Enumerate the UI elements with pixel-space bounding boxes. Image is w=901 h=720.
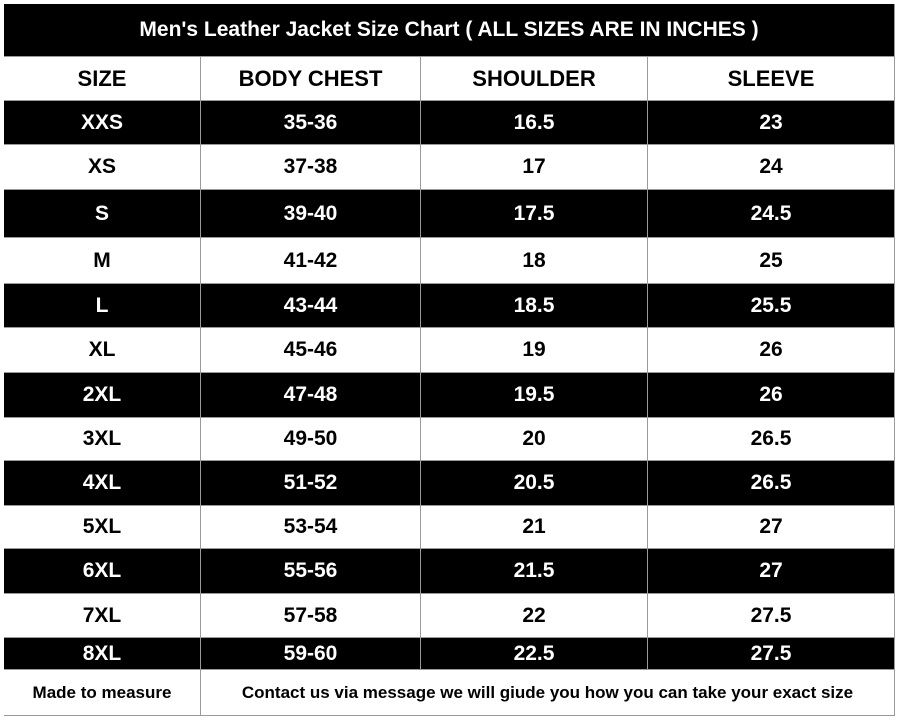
measure-cell: 25.5 bbox=[648, 284, 895, 328]
measure-cell: 51-52 bbox=[201, 461, 421, 506]
measure-cell: 18.5 bbox=[421, 284, 648, 328]
measure-cell: 49-50 bbox=[201, 418, 421, 461]
measure-cell: 20.5 bbox=[421, 461, 648, 506]
measure-cell: 45-46 bbox=[201, 328, 421, 373]
measure-cell: 37-38 bbox=[201, 145, 421, 190]
measure-cell: 24.5 bbox=[648, 190, 895, 238]
size-cell: XXS bbox=[4, 101, 201, 145]
column-header: SIZE bbox=[4, 57, 201, 101]
measure-cell: 26 bbox=[648, 328, 895, 373]
measure-cell: 17 bbox=[421, 145, 648, 190]
measure-cell: 27 bbox=[648, 549, 895, 594]
measure-cell: 53-54 bbox=[201, 506, 421, 549]
measure-cell: 18 bbox=[421, 238, 648, 284]
measure-cell: 55-56 bbox=[201, 549, 421, 594]
footer-label: Made to measure bbox=[4, 670, 201, 716]
size-cell: 6XL bbox=[4, 549, 201, 594]
table-title: Men's Leather Jacket Size Chart ( ALL SI… bbox=[4, 4, 895, 57]
column-header: SHOULDER bbox=[421, 57, 648, 101]
measure-cell: 35-36 bbox=[201, 101, 421, 145]
measure-cell: 26.5 bbox=[648, 418, 895, 461]
measure-cell: 39-40 bbox=[201, 190, 421, 238]
measure-cell: 43-44 bbox=[201, 284, 421, 328]
measure-cell: 27 bbox=[648, 506, 895, 549]
size-cell: XL bbox=[4, 328, 201, 373]
measure-cell: 57-58 bbox=[201, 594, 421, 638]
measure-cell: 26 bbox=[648, 373, 895, 418]
measure-cell: 21 bbox=[421, 506, 648, 549]
size-cell: XS bbox=[4, 145, 201, 190]
size-cell: 8XL bbox=[4, 638, 201, 670]
measure-cell: 24 bbox=[648, 145, 895, 190]
measure-cell: 59-60 bbox=[201, 638, 421, 670]
column-header: BODY CHEST bbox=[201, 57, 421, 101]
measure-cell: 17.5 bbox=[421, 190, 648, 238]
measure-cell: 27.5 bbox=[648, 638, 895, 670]
size-cell: 2XL bbox=[4, 373, 201, 418]
measure-cell: 20 bbox=[421, 418, 648, 461]
measure-cell: 23 bbox=[648, 101, 895, 145]
size-cell: M bbox=[4, 238, 201, 284]
measure-cell: 19.5 bbox=[421, 373, 648, 418]
size-cell: 4XL bbox=[4, 461, 201, 506]
measure-cell: 25 bbox=[648, 238, 895, 284]
measure-cell: 22.5 bbox=[421, 638, 648, 670]
measure-cell: 22 bbox=[421, 594, 648, 638]
footer-note: Contact us via message we will giude you… bbox=[201, 670, 895, 716]
measure-cell: 41-42 bbox=[201, 238, 421, 284]
size-cell: S bbox=[4, 190, 201, 238]
size-cell: 7XL bbox=[4, 594, 201, 638]
size-cell: 5XL bbox=[4, 506, 201, 549]
measure-cell: 27.5 bbox=[648, 594, 895, 638]
measure-cell: 21.5 bbox=[421, 549, 648, 594]
size-cell: 3XL bbox=[4, 418, 201, 461]
column-header: SLEEVE bbox=[648, 57, 895, 101]
measure-cell: 47-48 bbox=[201, 373, 421, 418]
measure-cell: 26.5 bbox=[648, 461, 895, 506]
measure-cell: 19 bbox=[421, 328, 648, 373]
size-cell: L bbox=[4, 284, 201, 328]
measure-cell: 16.5 bbox=[421, 101, 648, 145]
